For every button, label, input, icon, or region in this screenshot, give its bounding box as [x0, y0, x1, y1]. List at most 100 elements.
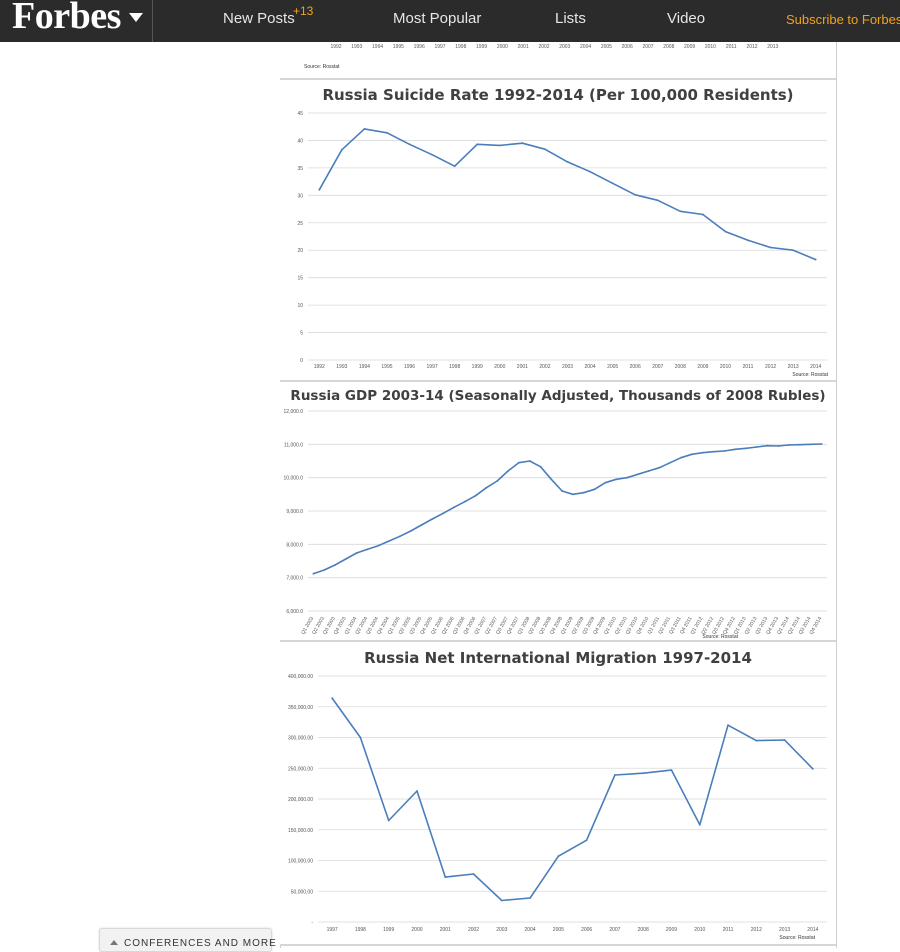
chart-title: Russia Net International Migration 1997-…: [364, 649, 752, 667]
y-tick-label: 8,000.0: [286, 542, 303, 548]
data-point: [377, 544, 380, 547]
chart-divider: [280, 78, 836, 80]
data-point: [615, 478, 618, 481]
y-tick-label: 150,000.00: [288, 828, 313, 834]
data-point: [498, 144, 501, 147]
x-tick-label: 2001: [517, 364, 528, 370]
data-point: [507, 470, 509, 472]
chart-title: Russia GDP 2003-14 (Seasonally Adjusted,…: [290, 388, 825, 404]
data-point: [521, 142, 524, 145]
data-point: [318, 188, 321, 191]
y-tick-label: 15: [297, 276, 303, 282]
series-line: [313, 443, 822, 575]
data-point: [724, 230, 727, 233]
x-tick-label: 1998: [449, 364, 460, 370]
x-tick-label: 2009: [666, 927, 677, 933]
nav-most-popular[interactable]: Most Popular: [393, 10, 482, 27]
partial-chart-svg: 1992 1993 1994 1995 1996 1997 1998 1999 2000 2001…: [304, 44, 779, 70]
source-note: Source: Rosstat: [702, 634, 738, 640]
data-point: [670, 769, 673, 771]
x-tick-label: 2012: [751, 927, 762, 933]
suicide-rate-chart-svg: Russia Suicide Rate 1992-2014 (Per 100,0…: [297, 86, 828, 378]
x-tick-label: 2005: [607, 364, 618, 370]
x-tick-label: 2003: [562, 364, 573, 370]
data-point: [820, 443, 823, 445]
data-point: [799, 443, 801, 446]
data-point: [334, 564, 336, 566]
caret-down-icon[interactable]: [129, 13, 143, 22]
nav-new-posts[interactable]: New Posts: [223, 10, 295, 27]
x-tick-label: 1995: [381, 364, 392, 370]
data-point: [614, 774, 616, 776]
migration-chart-svg: Russia Net International Migration 1997-…: [288, 649, 827, 941]
x-tick-label: 2012: [746, 44, 757, 50]
y-tick-label: 100,000.00: [288, 859, 313, 865]
x-tick-label: 1998: [455, 44, 466, 50]
data-point: [811, 767, 814, 770]
x-tick-label: 1994: [359, 364, 370, 370]
data-point: [453, 506, 455, 509]
data-point: [544, 148, 546, 151]
partial-chart-footer: 1992 1993 1994 1995 1996 1997 1998 1999 2000 2001…: [280, 42, 836, 78]
data-point: [679, 210, 682, 213]
top-navigation-bar: Forbes New Posts +13 Most Popular Lists …: [0, 0, 900, 42]
x-tick-label: 2010: [720, 364, 731, 370]
data-point: [561, 490, 563, 492]
data-point: [387, 819, 390, 822]
data-point: [474, 494, 477, 497]
data-point: [388, 540, 390, 542]
migration-chart: Russia Net International Migration 1997-…: [280, 642, 836, 944]
data-point: [626, 476, 628, 479]
x-tick-label: 1992: [314, 364, 325, 370]
x-tick-label: 2008: [663, 44, 674, 50]
x-tick-label: 2003: [496, 927, 507, 933]
data-point: [727, 724, 729, 727]
x-tick-label: 2000: [411, 927, 422, 933]
source-note: Source: Rosstat: [779, 935, 815, 941]
data-point: [485, 486, 488, 489]
x-tick-label: 2002: [538, 44, 549, 50]
data-point: [517, 461, 520, 464]
data-point: [604, 481, 607, 484]
data-point: [745, 447, 747, 450]
y-tick-label: 300,000.00: [288, 736, 313, 742]
data-point: [472, 873, 475, 875]
data-point: [444, 876, 447, 879]
x-tick-label: 1999: [383, 927, 394, 933]
data-point: [642, 772, 645, 775]
data-point: [636, 473, 639, 476]
x-tick-label: 2002: [539, 364, 550, 370]
caret-up-icon: [110, 940, 118, 945]
y-tick-label: 400,000.00: [288, 674, 313, 680]
data-point: [656, 199, 659, 202]
x-tick-label: 1997: [327, 927, 338, 933]
x-tick-label: 1996: [414, 44, 425, 50]
y-tick-label: 200,000.00: [288, 797, 313, 803]
y-tick-label: 7,000.0: [286, 576, 303, 582]
nav-lists[interactable]: Lists: [555, 10, 586, 27]
x-tick-label: 1998: [355, 927, 366, 933]
data-point: [366, 548, 369, 551]
header-divider: [152, 0, 153, 42]
x-tick-label: 2014: [807, 927, 818, 933]
data-point: [529, 897, 531, 899]
forbes-logo[interactable]: Forbes: [12, 0, 121, 37]
data-point: [701, 451, 704, 454]
data-point: [698, 823, 701, 826]
x-tick-label: 2000: [494, 364, 505, 370]
subscribe-link[interactable]: Subscribe to Forbes: [786, 12, 900, 27]
x-tick-label: 2004: [585, 364, 596, 370]
data-point: [476, 143, 479, 146]
y-tick-label: 45: [297, 111, 303, 117]
x-tick-label: 2007: [652, 364, 663, 370]
x-tick-label: 2006: [581, 927, 592, 933]
nav-video[interactable]: Video: [667, 10, 706, 27]
y-tick-label: 350,000.00: [288, 705, 313, 711]
data-point: [331, 697, 334, 700]
data-point: [690, 453, 693, 456]
data-point: [809, 443, 812, 446]
conferences-panel-toggle[interactable]: CONFERENCES AND MORE: [99, 928, 276, 952]
x-tick-label: 1992: [330, 44, 341, 50]
x-tick-label: 2005: [553, 927, 564, 933]
y-tick-label: 6,000.0: [286, 609, 303, 615]
